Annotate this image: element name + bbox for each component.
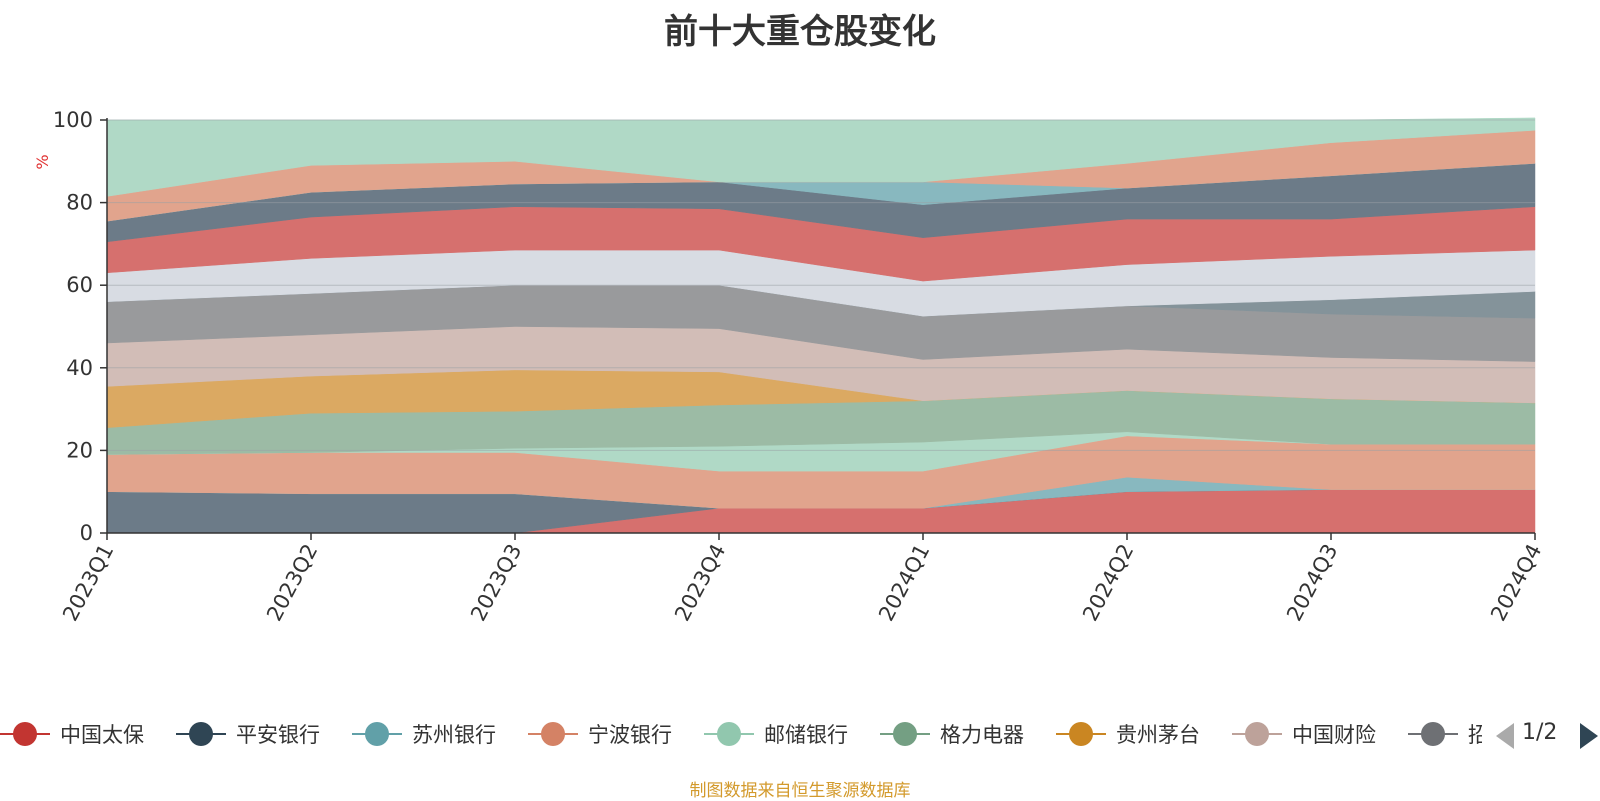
x-tick-labels: 2023Q1 2023Q2 2023Q3 2023Q4 2024Q1 2024Q2 2024… [58, 540, 1546, 625]
legend-label: 平安银行 [236, 723, 320, 747]
x-tick-label: 2023Q4 [670, 540, 730, 625]
area-layers [106, 117, 1536, 534]
legend-marker-icon [880, 714, 930, 754]
y-axis-unit: % [33, 154, 52, 169]
x-tick-label: 2023Q3 [466, 540, 526, 625]
legend-label: 中国财险 [1292, 723, 1376, 747]
legend-label: 苏州银行 [412, 723, 496, 747]
legend-item[interactable]: 中国财险 [1232, 714, 1376, 754]
legend-marker-icon [704, 714, 754, 754]
legend-marker-icon [176, 714, 226, 754]
legend-marker-icon [1056, 714, 1106, 754]
legend-items: 中国太保 平安银行 苏州银行 宁波银行 邮储银行 格力电器 贵州茅台 中国财险 招商银行 [0, 714, 1482, 754]
y-tick-label: 20 [66, 438, 93, 462]
legend-item[interactable]: 平安银行 [176, 714, 320, 754]
y-tick-labels: 0 20 40 60 80 100 [53, 108, 93, 545]
legend-item[interactable]: 贵州茅台 [1056, 714, 1200, 754]
legend-label: 招商银行 [1468, 723, 1482, 747]
x-tick-label: 2023Q2 [262, 540, 322, 625]
y-tick-label: 80 [66, 191, 93, 215]
x-tick-label: 2024Q4 [1486, 540, 1546, 625]
legend-marker-icon [0, 714, 50, 754]
legend-marker-icon [1232, 714, 1282, 754]
y-tick-label: 100 [53, 108, 93, 132]
legend-label: 宁波银行 [588, 723, 672, 747]
legend-marker-icon [352, 714, 402, 754]
legend-label: 邮储银行 [764, 723, 848, 747]
chart-title: 前十大重仓股变化 [664, 12, 936, 52]
x-tick-label: 2024Q3 [1282, 540, 1342, 625]
legend-label: 中国太保 [60, 723, 144, 747]
x-tick-label: 2024Q1 [874, 540, 934, 625]
grid-lines [107, 119, 1535, 451]
legend-marker-icon [528, 714, 578, 754]
legend-item[interactable]: 邮储银行 [704, 714, 848, 754]
y-tick-label: 40 [66, 356, 93, 380]
legend-next-icon[interactable] [1580, 723, 1598, 749]
legend-label: 格力电器 [940, 723, 1024, 747]
y-tick-label: 0 [80, 521, 93, 545]
y-tick-label: 60 [66, 273, 93, 297]
axes [100, 118, 1536, 540]
legend-item[interactable]: 苏州银行 [352, 714, 496, 754]
legend-item[interactable]: 中国太保 [0, 714, 144, 754]
x-tick-label: 2023Q1 [58, 540, 118, 625]
legend-item[interactable]: 格力电器 [880, 714, 1024, 754]
legend-marker-icon [1408, 714, 1458, 754]
legend-label: 贵州茅台 [1116, 723, 1200, 747]
legend-item[interactable]: 招商银行 [1408, 714, 1482, 754]
legend-item[interactable]: 宁波银行 [528, 714, 672, 754]
legend: 中国太保 平安银行 苏州银行 宁波银行 邮储银行 格力电器 贵州茅台 中国财险 招商银行 1/2 [0, 714, 1600, 754]
x-tick-label: 2024Q2 [1078, 540, 1138, 625]
legend-pager: 1/2 [1496, 714, 1600, 754]
source-note: 制图数据来自恒生聚源数据库 [689, 781, 911, 801]
legend-page-indicator: 1/2 [1522, 720, 1558, 745]
legend-prev-icon[interactable] [1496, 723, 1514, 749]
